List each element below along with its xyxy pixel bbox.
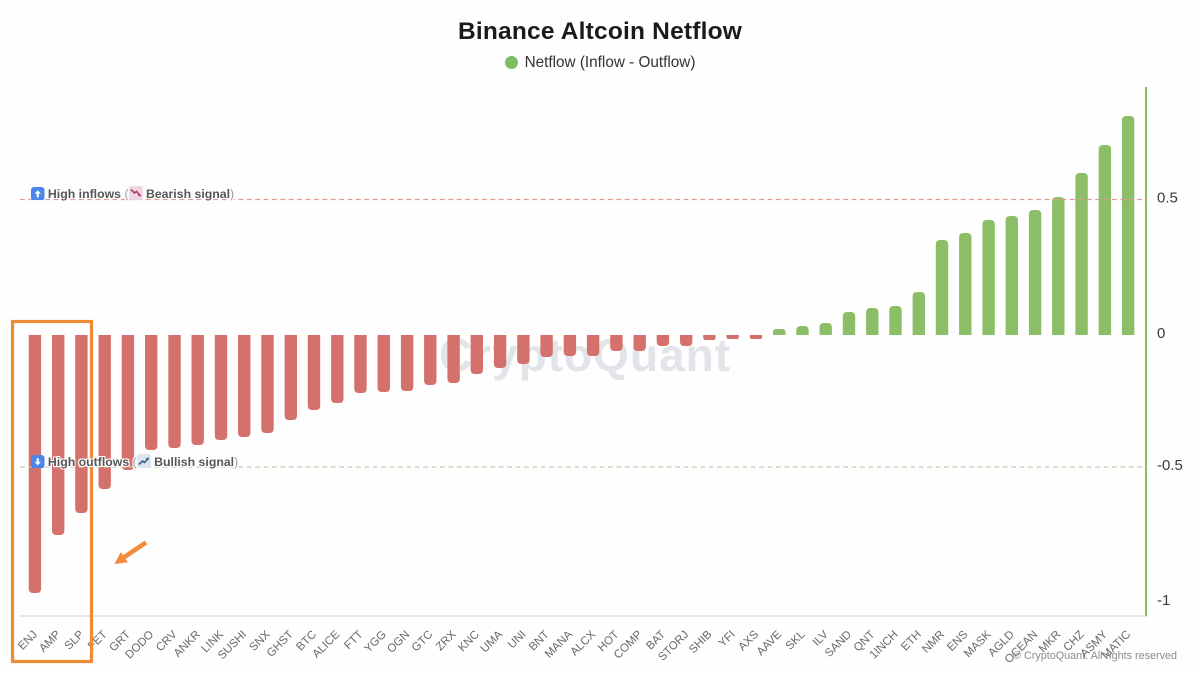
svg-text:GTC: GTC (410, 629, 436, 655)
svg-text:SKL: SKL (784, 628, 808, 652)
svg-text:MASK: MASK (962, 628, 994, 660)
svg-text:YGG: YGG (362, 629, 389, 656)
svg-text:ETH: ETH (899, 629, 924, 654)
svg-text:FET: FET (86, 629, 110, 653)
svg-text:0: 0 (1157, 325, 1165, 342)
svg-text:ENJ: ENJ (16, 629, 40, 653)
svg-text:SLP: SLP (63, 628, 87, 652)
svg-text:-1: -1 (1157, 592, 1170, 609)
svg-text:KNC: KNC (456, 629, 482, 655)
svg-text:AMP: AMP (37, 628, 63, 654)
svg-text:FTT: FTT (342, 629, 365, 652)
svg-text:ANKR: ANKR (172, 629, 203, 660)
svg-text:OGN: OGN (385, 629, 412, 656)
svg-text:-0.5: -0.5 (1157, 457, 1183, 474)
svg-text:ALICE: ALICE (310, 628, 342, 660)
svg-text:AAVE: AAVE (755, 628, 785, 658)
svg-text:UMA: UMA (479, 628, 506, 655)
svg-text:GHST: GHST (265, 629, 296, 660)
svg-text:SAND: SAND (823, 629, 854, 660)
svg-text:NMR: NMR (920, 629, 947, 656)
svg-text:0.5: 0.5 (1157, 190, 1178, 207)
svg-text:YFI: YFI (717, 629, 738, 650)
svg-text:ZRX: ZRX (434, 628, 459, 653)
svg-text:MANA: MANA (543, 628, 575, 660)
svg-text:UNI: UNI (506, 629, 528, 651)
svg-text:ALCX: ALCX (568, 628, 598, 658)
svg-text:SHIB: SHIB (687, 628, 715, 656)
